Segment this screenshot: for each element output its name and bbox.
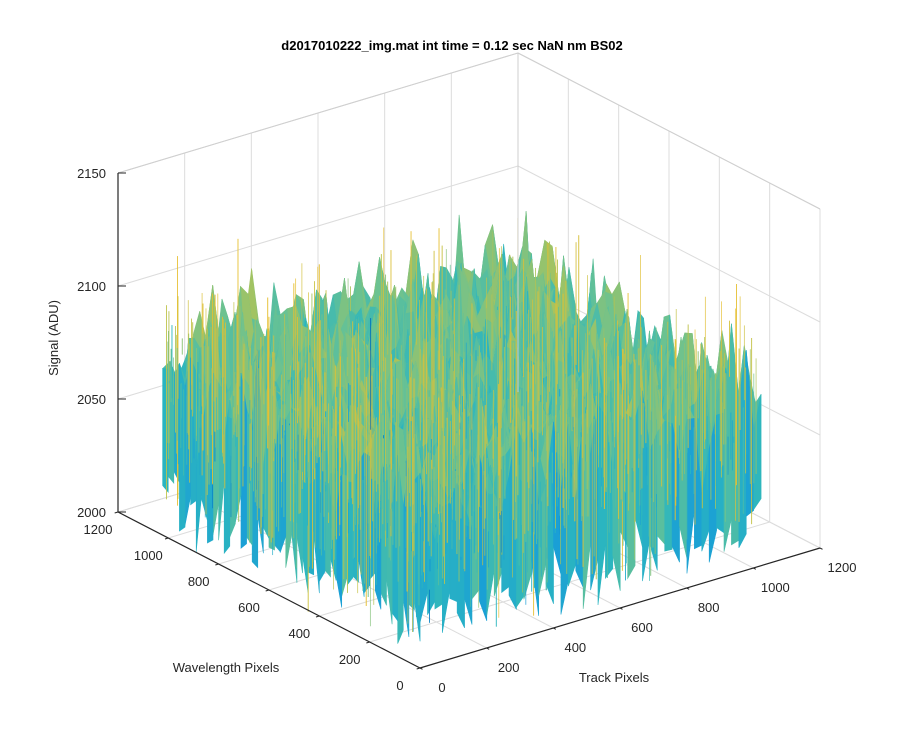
x-tick-mark [486,647,490,650]
surface-skirt-right [538,484,547,597]
y-tick-label: 800 [188,574,210,589]
surface-skirt-left [179,363,186,532]
surface-skirt-left [279,416,287,553]
z-tick-label: 2150 [77,166,106,181]
wall-grid-line [117,165,519,287]
y-tick-label: 600 [238,600,260,615]
x-tick-label: 600 [631,620,653,635]
y-tick-mark [164,537,169,540]
y-tick-mark [366,641,370,644]
y-tick-label: 1200 [84,522,113,537]
surface-plot [161,211,762,644]
x-tick-label: 800 [698,600,720,615]
surface-skirt-left [285,408,292,568]
z-tick-label: 2000 [77,505,106,520]
z-axis-label: Signal (ADU) [46,300,61,376]
y-tick-mark [416,667,421,670]
surface-skirt-right [656,420,666,545]
x-tick-mark [619,607,623,610]
x-tick-label: 0 [438,680,445,695]
x-tick-label: 400 [564,640,586,655]
axes-ticks: 0 200 400 600 800 1000 1200 0 200 400 600 800 1000 12… [77,166,856,695]
surface-skirt-left [162,368,169,493]
y-tick-label: 1000 [134,548,163,563]
x-tick-label: 1200 [828,560,857,575]
y-axis-label: Wavelength Pixels [173,660,280,675]
surface-skirt-right [449,481,458,603]
x-tick-mark [553,627,557,630]
z-tick-label: 2100 [77,279,106,294]
surface-skirt-right [464,524,473,625]
x-tick-mark [753,567,757,570]
y-tick-mark [114,511,119,514]
y-tick-label: 0 [396,678,403,693]
y-tick-label: 200 [339,652,361,667]
x-axis-label: Track Pixels [579,670,650,685]
x-tick-label: 200 [498,660,520,675]
z-tick-label: 2050 [77,392,106,407]
y-tick-mark [265,589,270,592]
x-tick-mark [819,547,823,550]
x-tick-mark [419,667,423,670]
y-tick-label: 400 [288,626,310,641]
chart-title: d2017010222_img.mat int time = 0.12 sec … [281,38,622,53]
surface-skirt-left [223,400,231,555]
y-tick-mark [315,615,320,618]
y-tick-mark [215,563,219,566]
x-tick-mark [686,587,690,590]
x-tick-label: 1000 [761,580,790,595]
box-edge [517,52,821,210]
wall-grid-line [517,165,821,323]
box-edge [117,52,519,174]
